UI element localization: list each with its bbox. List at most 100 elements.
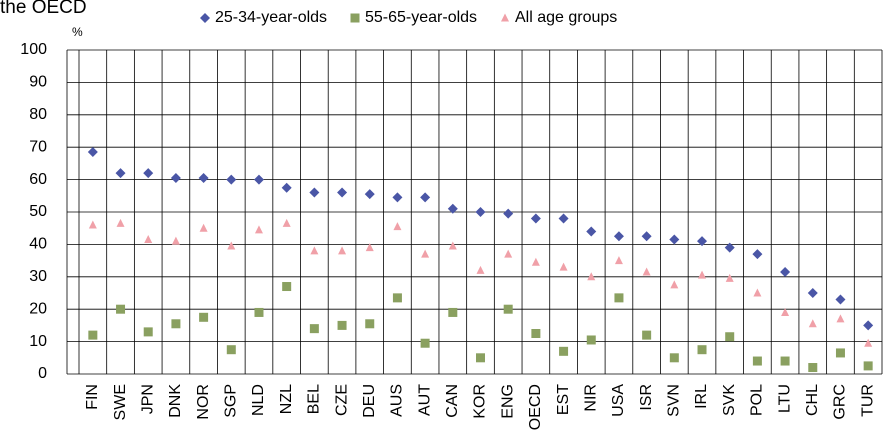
marker — [559, 262, 568, 271]
x-tick-label: OECD — [527, 384, 544, 430]
marker — [614, 256, 623, 265]
y-tick-label: 90 — [29, 74, 47, 91]
legend-label: All age groups — [515, 9, 617, 26]
marker — [863, 361, 873, 371]
marker — [116, 218, 125, 227]
chart-title: the OECD — [0, 0, 87, 18]
marker — [337, 320, 347, 330]
marker — [753, 288, 762, 297]
marker — [558, 213, 569, 224]
x-tick-label: BEL — [306, 384, 323, 414]
marker — [724, 242, 735, 253]
marker — [420, 192, 431, 203]
marker — [614, 293, 624, 303]
x-tick-label: SVK — [721, 384, 738, 416]
x-tick-label: NZL — [278, 384, 295, 414]
y-tick-label: 30 — [29, 268, 47, 285]
marker — [282, 282, 292, 292]
marker — [752, 356, 762, 366]
marker — [393, 222, 402, 231]
marker — [144, 235, 153, 244]
marker — [725, 332, 735, 342]
marker — [531, 329, 541, 338]
x-tick-label: TUR — [859, 384, 876, 417]
marker — [669, 234, 680, 245]
marker — [143, 327, 153, 337]
legend-marker — [350, 13, 360, 23]
legend-label: 25-34-year-olds — [215, 9, 327, 26]
marker — [282, 218, 291, 227]
marker — [780, 266, 791, 277]
marker — [780, 356, 790, 366]
marker — [807, 288, 818, 298]
marker — [199, 223, 208, 232]
marker — [642, 330, 652, 340]
marker — [697, 345, 707, 355]
marker — [392, 293, 402, 303]
marker — [198, 172, 209, 183]
x-tick-label: FIN — [84, 384, 101, 410]
marker — [808, 319, 817, 328]
x-tick-label: SGP — [223, 384, 240, 418]
x-tick-label: POL — [749, 384, 766, 416]
marker — [337, 187, 348, 198]
x-tick-label: ENG — [499, 384, 516, 419]
marker — [836, 314, 845, 323]
marker — [226, 174, 237, 185]
marker — [310, 246, 319, 255]
x-tick-label: SWE — [112, 384, 129, 420]
marker — [725, 273, 734, 282]
marker — [170, 172, 181, 183]
marker — [586, 335, 596, 345]
x-tick-label: DEU — [361, 384, 378, 418]
marker — [199, 312, 209, 322]
x-tick-label: ISR — [638, 384, 655, 411]
x-tick-label: NOR — [195, 384, 212, 420]
marker — [365, 243, 374, 252]
x-tick-label: SVN — [666, 384, 683, 417]
marker — [171, 236, 180, 245]
marker — [559, 346, 569, 356]
marker — [613, 231, 624, 242]
marker — [641, 231, 652, 242]
marker — [309, 324, 319, 334]
marker — [504, 249, 513, 258]
legend-marker — [200, 13, 210, 23]
x-tick-label: CZE — [333, 384, 350, 416]
marker — [448, 307, 458, 317]
legend-marker — [501, 13, 509, 22]
x-tick-label: GRC — [832, 384, 849, 420]
marker — [476, 353, 485, 363]
x-tick-label: DNK — [167, 384, 184, 418]
marker — [781, 307, 790, 316]
marker — [476, 265, 485, 274]
y-tick-label: 20 — [29, 300, 47, 317]
marker — [87, 147, 98, 158]
marker — [670, 280, 679, 289]
marker — [364, 189, 375, 200]
marker — [863, 320, 874, 331]
marker — [864, 338, 873, 347]
marker — [281, 182, 292, 193]
marker — [587, 272, 596, 281]
marker — [171, 319, 181, 329]
marker — [227, 241, 236, 250]
y-tick-label: 70 — [29, 138, 47, 155]
x-tick-label: CHL — [804, 384, 821, 416]
marker — [808, 363, 818, 373]
y-tick-label: 40 — [29, 236, 47, 253]
y-tick-label: 80 — [29, 106, 47, 123]
legend-label: 55-65-year-olds — [365, 9, 477, 26]
marker — [116, 304, 126, 314]
x-tick-label: LTU — [776, 384, 793, 413]
marker — [531, 257, 540, 266]
marker — [115, 168, 126, 179]
marker — [143, 168, 154, 179]
marker — [698, 270, 707, 279]
marker — [835, 348, 845, 358]
x-tick-label: AUS — [389, 384, 406, 417]
y-tick-label: 10 — [29, 333, 47, 350]
marker — [448, 241, 457, 250]
x-tick-label: AUT — [416, 384, 433, 416]
